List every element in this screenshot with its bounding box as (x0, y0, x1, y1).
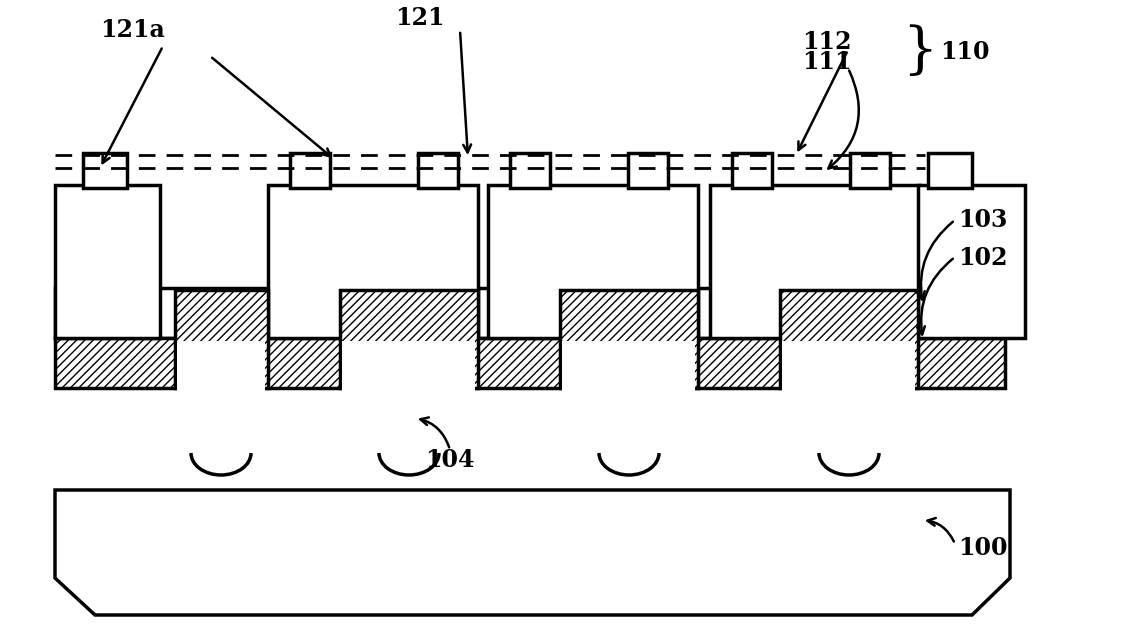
Bar (780, 290, 919, 388)
Bar (562, 340, 695, 451)
Bar (83, 153, 127, 188)
Bar (928, 153, 971, 188)
Bar (343, 340, 476, 451)
Bar (560, 290, 698, 388)
Text: 121: 121 (396, 6, 445, 30)
Bar (268, 185, 478, 338)
Text: 121a: 121a (100, 18, 165, 42)
Bar (55, 185, 160, 338)
Text: 102: 102 (958, 246, 1008, 270)
Text: }: } (902, 24, 938, 79)
Bar (177, 340, 266, 451)
Bar (850, 153, 890, 188)
Text: 103: 103 (958, 208, 1008, 232)
Bar (733, 153, 772, 188)
Bar (418, 153, 458, 188)
Text: 104: 104 (425, 448, 474, 472)
Bar (488, 185, 698, 338)
Bar (782, 340, 915, 451)
Text: 112: 112 (802, 30, 852, 54)
Bar (511, 153, 550, 188)
Polygon shape (55, 490, 1010, 615)
Text: 111: 111 (802, 50, 852, 74)
Bar (710, 185, 920, 338)
Bar (175, 290, 268, 388)
Text: 110: 110 (940, 40, 990, 64)
Bar (919, 185, 1024, 338)
Bar (340, 290, 478, 388)
Bar (290, 153, 330, 188)
Bar (55, 338, 1005, 388)
Bar (55, 288, 1005, 338)
Text: 100: 100 (958, 536, 1008, 560)
Bar (628, 153, 668, 188)
